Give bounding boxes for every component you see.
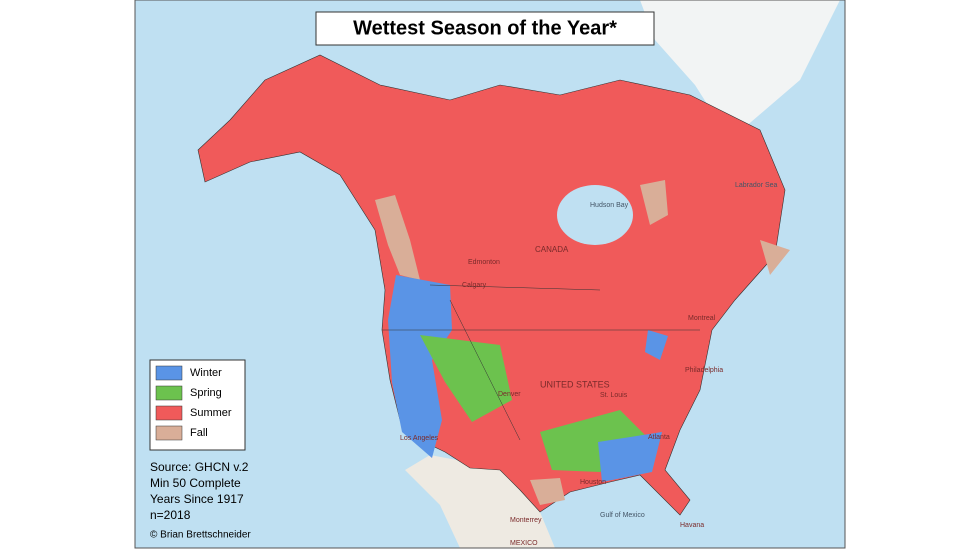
place-label: Los Angeles bbox=[400, 435, 439, 442]
borders bbox=[382, 284, 700, 441]
title: Wettest Season of the Year* bbox=[353, 17, 617, 39]
legend-label: Fall bbox=[190, 427, 208, 439]
place-label: Houston bbox=[580, 479, 606, 486]
title-box bbox=[315, 11, 655, 46]
land-spring bbox=[420, 335, 652, 472]
place-label: MEXICO bbox=[510, 540, 538, 547]
land-winter bbox=[388, 275, 452, 458]
legend-swatch bbox=[155, 385, 183, 401]
legend-swatch bbox=[155, 405, 183, 421]
place-label: Montreal bbox=[688, 315, 716, 322]
legend-label: Winter bbox=[190, 367, 222, 379]
source-line: Years Since 1917 bbox=[150, 492, 244, 506]
hudson-bay bbox=[557, 185, 633, 245]
legend-label: Summer bbox=[190, 407, 232, 419]
legend: Winter Spring Summer Fall bbox=[155, 365, 232, 441]
place-label: UNITED STATES bbox=[540, 379, 610, 389]
place-label: Calgary bbox=[462, 282, 487, 289]
place-label: St. Louis bbox=[600, 392, 628, 399]
legend-swatch bbox=[155, 365, 183, 381]
place-label: Hudson Bay bbox=[590, 202, 629, 209]
source-line: Source: GHCN v.2 bbox=[150, 460, 249, 474]
land-winter-east bbox=[598, 330, 668, 482]
land-summer bbox=[197, 54, 786, 516]
place-label: Monterrey bbox=[510, 517, 542, 524]
source-line: n=2018 bbox=[150, 508, 191, 522]
place-label: Edmonton bbox=[468, 259, 500, 266]
place-label: Atlanta bbox=[648, 434, 670, 441]
place-label: Denver bbox=[498, 391, 521, 398]
map: CANADA UNITED STATES MEXICO Hudson Bay L… bbox=[135, 0, 845, 548]
place-label: Philadelphia bbox=[685, 367, 723, 374]
place-label: Gulf of Mexico bbox=[600, 512, 645, 519]
legend-label: Spring bbox=[190, 387, 222, 399]
source-line: Min 50 Complete bbox=[150, 476, 241, 490]
greenland bbox=[640, 0, 840, 140]
place-label: Labrador Sea bbox=[735, 182, 778, 189]
legend-swatch bbox=[155, 425, 183, 441]
source-note: Source: GHCN v.2 Min 50 Complete Years Sin… bbox=[150, 460, 249, 522]
mexico-land bbox=[405, 455, 555, 548]
map-frame bbox=[134, 0, 846, 549]
place-label: CANADA bbox=[535, 245, 569, 254]
place-label: Havana bbox=[680, 522, 704, 529]
credit: © Brian Brettschneider bbox=[150, 530, 251, 541]
